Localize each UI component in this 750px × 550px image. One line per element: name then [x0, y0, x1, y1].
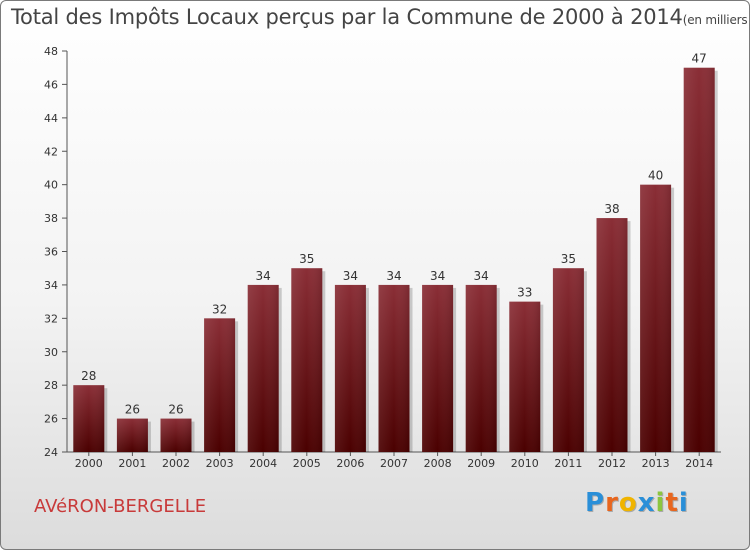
y-tick-label: 24 — [44, 446, 58, 459]
bar-shine — [640, 184, 672, 452]
bar-value-label: 34 — [256, 269, 271, 283]
x-tick-label: 2008 — [424, 457, 452, 470]
bar-value-label: 26 — [168, 403, 183, 417]
bar-shine — [509, 301, 541, 452]
bar-value-label: 33 — [517, 286, 532, 300]
bar-shine — [683, 67, 715, 452]
y-tick-label: 32 — [44, 312, 58, 325]
bar-value-label: 47 — [692, 52, 707, 66]
logo-letter: t — [665, 488, 679, 518]
logo-letter: r — [605, 488, 619, 518]
bar-value-label: 40 — [648, 169, 663, 183]
bar-value-label: 38 — [604, 202, 619, 216]
bar-shine — [422, 284, 454, 452]
logo-letter: i — [678, 488, 689, 518]
x-tick-label: 2013 — [642, 457, 670, 470]
bar-value-label: 35 — [561, 252, 576, 266]
bar-shine — [73, 385, 105, 452]
bar-shine — [552, 268, 584, 452]
x-tick-label: 2009 — [467, 457, 495, 470]
logo-letter: P — [585, 488, 606, 518]
x-tick-label: 2003 — [206, 457, 234, 470]
x-tick-label: 2011 — [554, 457, 582, 470]
bar-value-label: 26 — [125, 403, 140, 417]
bar-shine — [116, 418, 148, 452]
bar-shine — [291, 268, 323, 452]
x-tick-label: 2002 — [162, 457, 190, 470]
bar-value-label: 34 — [430, 269, 445, 283]
bar-shine — [247, 284, 279, 452]
y-tick-label: 46 — [44, 78, 58, 91]
bar-value-label: 28 — [81, 369, 96, 383]
x-tick-label: 2000 — [75, 457, 103, 470]
y-tick-label: 34 — [44, 279, 58, 292]
chart-title-main: Total des Impôts Locaux perçus par la Co… — [11, 5, 683, 29]
bar-value-label: 34 — [343, 269, 358, 283]
logo-letter: i — [655, 488, 666, 518]
bar-shine — [160, 418, 192, 452]
y-tick-label: 30 — [44, 346, 58, 359]
x-tick-label: 2007 — [380, 457, 408, 470]
y-tick-label: 28 — [44, 379, 58, 392]
bar-shine — [204, 318, 236, 452]
logo-letter: x — [637, 488, 656, 518]
y-tick-label: 42 — [44, 145, 58, 158]
x-tick-label: 2004 — [249, 457, 277, 470]
y-tick-label: 36 — [44, 246, 58, 259]
proxiti-logo: Proxiti — [585, 488, 689, 518]
bar-shine — [334, 284, 366, 452]
x-tick-label: 2006 — [336, 457, 364, 470]
x-tick-label: 2012 — [598, 457, 626, 470]
y-tick-label: 38 — [44, 212, 58, 225]
logo-letter: o — [618, 488, 638, 518]
bar-value-label: 32 — [212, 302, 227, 316]
bar-value-label: 35 — [299, 252, 314, 266]
y-tick-label: 48 — [44, 45, 58, 58]
x-tick-label: 2001 — [118, 457, 146, 470]
bar-value-label: 34 — [386, 269, 401, 283]
chart-title-unit: (en milliers d'€) — [682, 13, 749, 27]
bar-shine — [378, 284, 410, 452]
x-tick-label: 2010 — [511, 457, 539, 470]
bar-shine — [596, 218, 628, 452]
y-tick-label: 26 — [44, 413, 58, 426]
commune-name: AVéRON-BERGELLE — [34, 496, 207, 517]
y-tick-label: 40 — [44, 179, 58, 192]
x-tick-label: 2005 — [293, 457, 321, 470]
bar-shine — [465, 284, 497, 452]
y-tick-label: 44 — [44, 112, 58, 125]
x-tick-label: 2014 — [685, 457, 713, 470]
bar-value-label: 34 — [474, 269, 489, 283]
chart-title: Total des Impôts Locaux perçus par la Co… — [11, 5, 749, 29]
